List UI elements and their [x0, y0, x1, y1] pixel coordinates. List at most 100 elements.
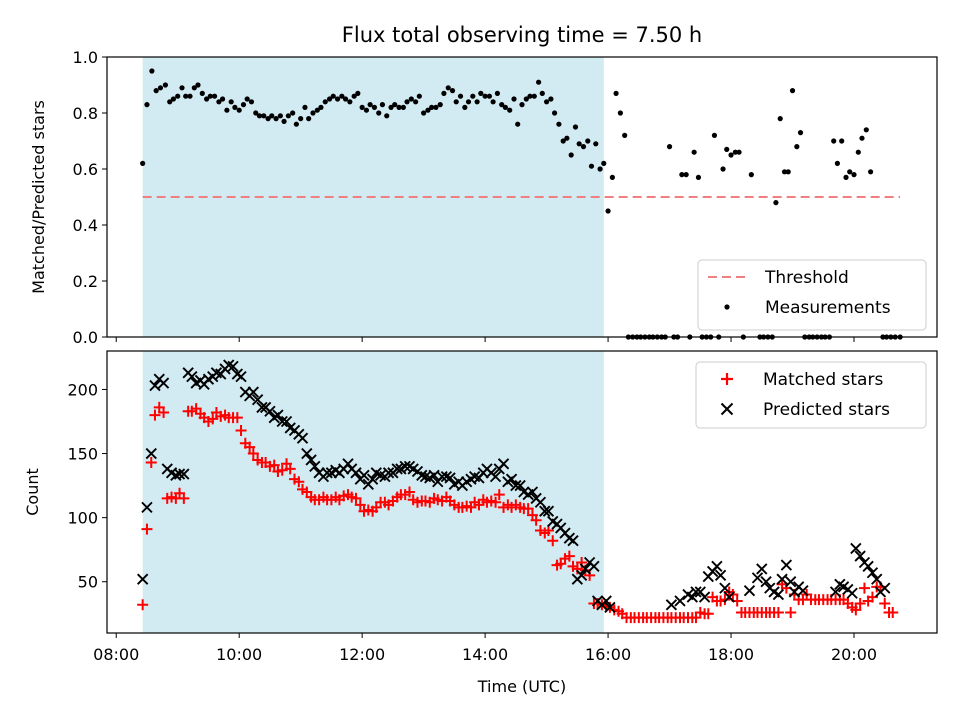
measurement-point [494, 90, 501, 96]
y-tick-label: 0.8 [73, 104, 98, 123]
predicted-star-point [256, 401, 268, 414]
predicted-star-point [247, 386, 259, 398]
measurement-point [773, 200, 779, 206]
measurement-point [679, 172, 685, 178]
predicted-star-point [674, 595, 686, 607]
predicted-star-point [296, 432, 309, 444]
matched-star-point [563, 550, 575, 562]
measurement-points [140, 68, 903, 340]
predicted-star-point [309, 460, 321, 473]
measurement-point [334, 96, 341, 102]
measurement-point [490, 99, 496, 105]
predicted-star-point [173, 468, 186, 480]
measurement-point [470, 93, 476, 99]
measurement-point [400, 104, 406, 110]
predicted-star-point [145, 447, 157, 460]
predicted-star-point [690, 586, 702, 598]
y-tick-label: 100 [67, 509, 98, 528]
measurement-point [195, 82, 201, 88]
measurement-point [224, 107, 230, 113]
predicted-star-point [358, 469, 370, 482]
measurement-point [306, 116, 312, 122]
matched-star-point [547, 535, 559, 547]
measurement-point [453, 99, 459, 105]
legend-predicted-swatch [720, 402, 734, 416]
measurement-point [149, 68, 155, 74]
predicted-star-point [186, 370, 198, 383]
measurement-point [502, 104, 508, 110]
predicted-star-point [575, 569, 588, 581]
predicted-stars-points [136, 359, 891, 614]
measurement-point [408, 96, 414, 102]
predicted-star-point [141, 501, 153, 514]
top-y-axis-label: Matched/Predicted stars [29, 100, 48, 294]
predicted-star-point [866, 567, 879, 579]
measurement-point [379, 102, 386, 108]
measurement-point [482, 93, 488, 99]
top-x-axis-ticks [115, 337, 855, 342]
measurement-point [843, 174, 849, 180]
predicted-star-point [497, 458, 510, 470]
measurement-point [277, 113, 283, 119]
predicted-star-point [514, 479, 526, 492]
measurement-point [789, 88, 796, 94]
legend-measurements-swatch [724, 304, 730, 310]
measurement-point [457, 93, 464, 99]
measurement-point [367, 102, 373, 108]
y-tick-label: 0.0 [73, 328, 98, 347]
measurement-point [191, 85, 197, 91]
predicted-star-point [698, 591, 711, 603]
measurement-point [204, 96, 210, 102]
predicted-star-point [588, 560, 600, 573]
y-tick-label: 50 [78, 573, 98, 592]
measurement-point [326, 96, 333, 102]
measurement-point [597, 166, 603, 172]
measurement-point [527, 93, 533, 99]
y-tick-label: 0.2 [73, 272, 98, 291]
predicted-star-point [505, 473, 518, 485]
predicted-star-point [305, 454, 317, 466]
predicted-star-point [850, 542, 862, 555]
matched-star-point [354, 499, 366, 511]
predicted-star-point [350, 467, 362, 479]
measurement-point [248, 99, 255, 105]
predicted-star-point [879, 582, 891, 594]
measurement-point [613, 90, 619, 96]
predicted-star-point [760, 576, 772, 588]
measurement-point [556, 121, 562, 127]
predicted-star-point [797, 585, 809, 597]
predicted-star-point [136, 573, 149, 585]
matched-star-point [137, 599, 149, 611]
matched-star-point [231, 412, 243, 424]
measurement-point [153, 88, 159, 94]
y-tick-label: 150 [67, 445, 98, 464]
matched-star-point [403, 486, 415, 498]
matched-star-point [244, 441, 256, 453]
measurement-point [539, 90, 545, 96]
predicted-star-point [567, 535, 579, 547]
measurement-point [298, 116, 304, 122]
x-tick-label: 08:00 [93, 645, 139, 664]
predicted-star-point [854, 550, 866, 562]
legend-matched-label: Matched stars [763, 370, 883, 390]
measurement-point [572, 124, 579, 130]
legend-threshold-label: Threshold [764, 268, 849, 288]
measurement-point [785, 169, 791, 175]
measurement-point [429, 104, 435, 110]
measurement-point [240, 102, 247, 108]
top-legend-box [697, 259, 927, 331]
matched-star-point [207, 413, 219, 425]
measurement-point [179, 85, 185, 91]
bottom-panel: 50 100 150 200 08:00 10:00 12:00 14:00 16:00 18:… [23, 350, 938, 696]
measurement-point [560, 138, 566, 144]
measurement-point [548, 96, 554, 102]
matched-star-point [284, 463, 296, 475]
measurement-point [170, 96, 176, 102]
top-axes-frame [106, 56, 938, 338]
predicted-star-point [391, 463, 403, 475]
predicted-star-point [444, 472, 456, 484]
matched-star-point [854, 598, 866, 610]
measurement-point [465, 99, 472, 105]
matched-star-point [772, 606, 784, 618]
top-panel: 0.0 0.2 0.4 0.6 0.8 1.0 Matched/Predicted sta… [29, 48, 938, 347]
